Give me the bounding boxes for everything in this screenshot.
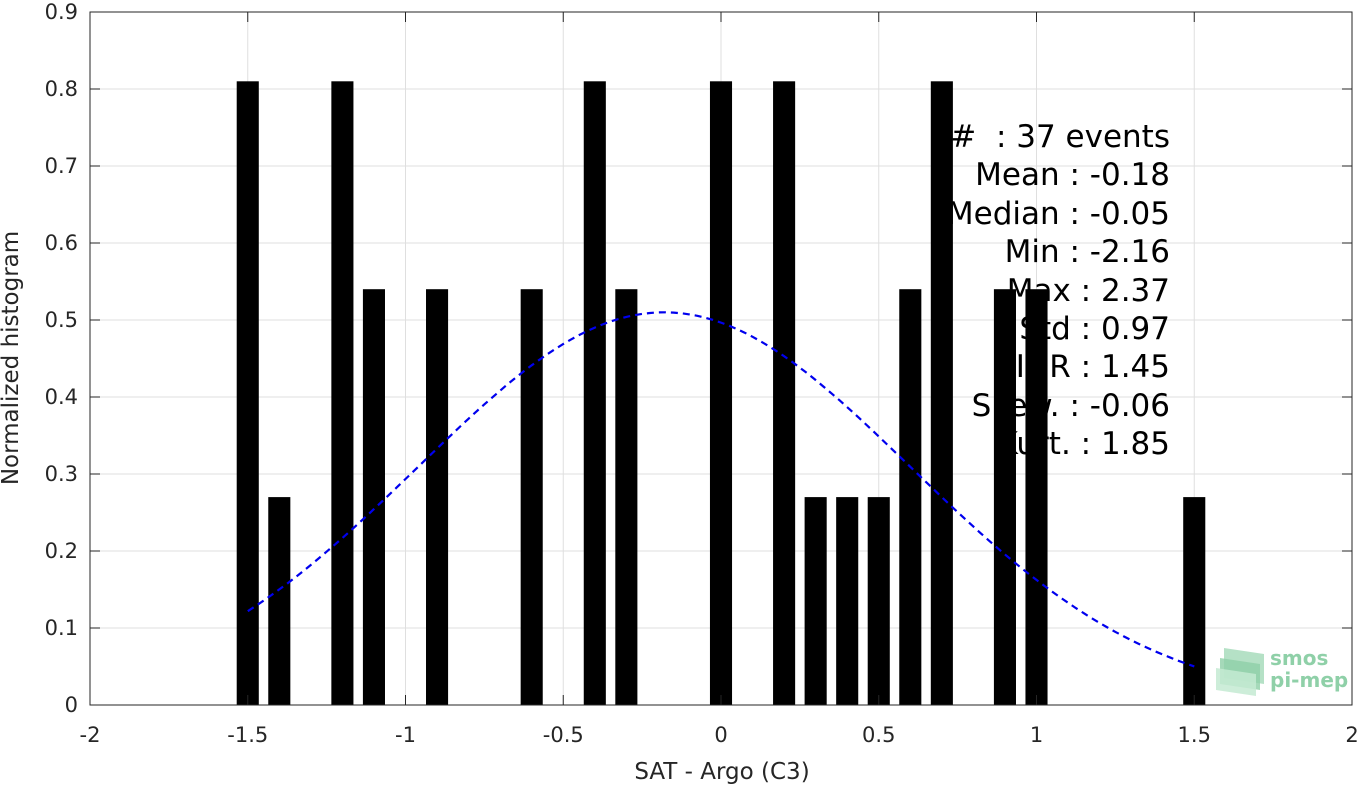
stat-line: Median : -0.05 [946, 195, 1170, 232]
histogram-bar [331, 81, 354, 706]
histogram-bar [1183, 497, 1206, 705]
logo-text-smos: smos [1270, 646, 1329, 670]
x-tick-label: 2 [1345, 723, 1358, 747]
histogram-bar [520, 289, 543, 705]
histogram-bar [268, 497, 291, 705]
x-tick-label: 1.5 [1178, 723, 1211, 747]
x-tick-label: -1.5 [227, 723, 268, 747]
stat-line: Mean : -0.18 [975, 157, 1170, 194]
histogram-bar [836, 497, 859, 705]
histogram-bar [426, 289, 449, 705]
histogram-bar [362, 289, 385, 705]
histogram-bar [236, 81, 259, 706]
stat-line: IQR : 1.45 [1015, 349, 1170, 386]
x-tick-label: 0.5 [862, 723, 895, 747]
y-tick-label: 0.3 [45, 462, 78, 486]
y-tick-label: 0 [65, 693, 78, 717]
axis-ticks: -2 -1.5 -1 -0.5 0 0.5 1 1.5 2 0 0.1 0.2 0.3 0.4 0.5 0.6… [45, 0, 1359, 747]
y-tick-label: 0.5 [45, 308, 78, 332]
y-tick-label: 0.7 [45, 154, 78, 178]
histogram-bar [899, 289, 922, 705]
statistics-annotation: # : 37 events Mean : -0.18 Median : -0.05 M… [880, 118, 1170, 464]
smos-pi-mep-logo: smos pi-mep [1214, 644, 1354, 700]
y-tick-label: 0.4 [45, 385, 78, 409]
histogram-bar [709, 81, 733, 706]
y-tick-label: 0.8 [45, 77, 78, 101]
y-tick-label: 0.1 [45, 616, 78, 640]
x-axis-label: SAT - Argo (C3) [634, 759, 809, 785]
histogram-bar [804, 497, 827, 705]
x-tick-label: 0 [714, 723, 727, 747]
histogram-bar [1025, 289, 1048, 705]
logo-text-pi-mep: pi-mep [1270, 668, 1349, 692]
x-tick-label: -2 [80, 723, 101, 747]
y-axis-label: Normalized histogram [0, 231, 24, 485]
histogram-bar [583, 81, 606, 706]
stat-line: Max : 2.37 [1006, 272, 1170, 309]
x-tick-label: -1 [395, 723, 416, 747]
stat-line: Std : 0.97 [1019, 311, 1170, 348]
histogram-bars [236, 81, 1206, 706]
x-tick-label: -0.5 [543, 723, 584, 747]
stat-line: Min : -2.16 [1004, 234, 1170, 271]
histogram-bar [993, 289, 1016, 705]
stat-line: Skew. : -0.06 [971, 387, 1170, 424]
histogram-bar [930, 81, 953, 706]
logo-layers-icon [1216, 648, 1264, 696]
y-tick-label: 0.9 [45, 0, 78, 24]
histogram-bar [615, 289, 638, 705]
y-tick-label: 0.6 [45, 231, 78, 255]
stat-line: # : 37 events [950, 119, 1170, 155]
histogram-bar [867, 497, 890, 705]
x-tick-label: 1 [1030, 723, 1043, 747]
stat-line: Kurt. : 1.85 [997, 426, 1170, 463]
y-tick-label: 0.2 [45, 539, 78, 563]
histogram-bar [773, 81, 796, 706]
normal-fit-curve [247, 311, 1195, 668]
